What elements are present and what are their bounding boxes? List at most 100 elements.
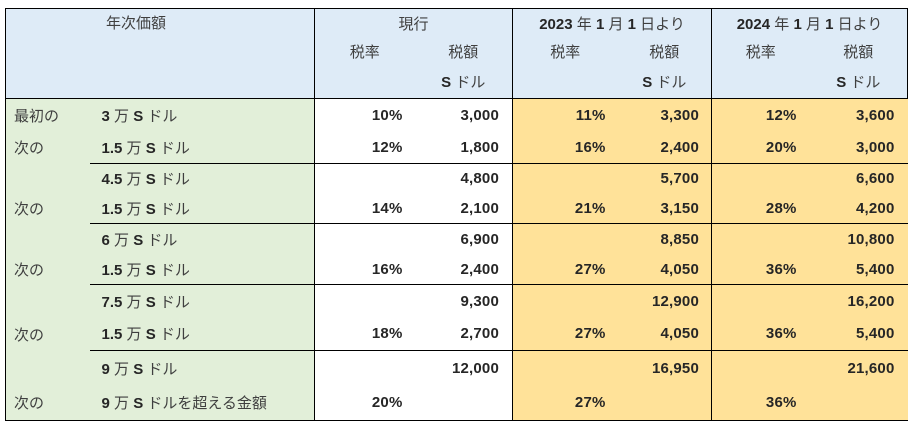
table-row: 9 万 S ドル 12,000 16,950 21,600 xyxy=(5,350,908,386)
rate-2024 xyxy=(711,350,810,386)
rate-2024: 36% xyxy=(711,317,810,351)
table-row: 次の 1.5 万 S ドル 14% 2,100 21% 3,150 28% 4,200 xyxy=(5,193,908,224)
current-amount: 2,100 xyxy=(414,193,513,224)
band-label: 4.5 万 S ドル xyxy=(89,163,315,194)
spacer-cell xyxy=(512,64,618,99)
current-amount: 3,000 xyxy=(414,98,513,132)
current-rate: 14% xyxy=(314,193,415,224)
amount-2024: 21,600 xyxy=(809,350,908,386)
current-rate xyxy=(314,163,415,194)
rate-2023: 27% xyxy=(512,317,618,351)
header-group-2023: 2023 年 1 月 1 日より xyxy=(512,8,712,39)
band-label: 7.5 万 S ドル xyxy=(89,284,315,318)
amount-2024: 3,600 xyxy=(809,98,908,132)
current-rate-label: 税率 xyxy=(314,38,415,65)
current-rate xyxy=(314,284,415,318)
band-prefix: 次の xyxy=(5,254,90,285)
amount-2024: 5,400 xyxy=(809,254,908,285)
rate-2023: 27% xyxy=(512,254,618,285)
header-row-groups: 年次価額 現行 2023 年 1 月 1 日より 2024 年 1 月 1 日よ… xyxy=(4,8,909,99)
band-prefix xyxy=(5,163,90,194)
current-amount-label: 税額 xyxy=(414,38,513,65)
rate-2023 xyxy=(512,284,618,318)
band-label: 3 万 S ドル xyxy=(89,98,315,132)
amount-2023: 4,050 xyxy=(617,254,712,285)
band-prefix: 最初の xyxy=(5,98,90,132)
rate-2023-label: 税率 xyxy=(512,38,618,65)
unit-2024-label: S ドル xyxy=(809,64,909,99)
current-rate xyxy=(314,223,415,255)
band-label: 1.5 万 S ドル xyxy=(89,193,315,224)
amount-2023: 8,850 xyxy=(617,223,712,255)
current-rate: 10% xyxy=(314,98,415,132)
band-prefix: 次の xyxy=(5,193,90,224)
current-amount: 6,900 xyxy=(414,223,513,255)
band-label: 6 万 S ドル xyxy=(89,223,315,255)
unit-2023-label: S ドル xyxy=(617,64,712,99)
amount-2023: 3,150 xyxy=(617,193,712,224)
current-amount: 4,800 xyxy=(414,163,513,194)
table-row: 次の 1.5 万 S ドル 18% 2,700 27% 4,050 36% 5,400 xyxy=(5,317,908,351)
rate-2024 xyxy=(711,163,810,194)
table-row: 4.5 万 S ドル 4,800 5,700 6,600 xyxy=(5,163,908,194)
amount-2023: 16,950 xyxy=(617,350,712,386)
rate-2023 xyxy=(512,350,618,386)
table-row: 6 万 S ドル 6,900 8,850 10,800 xyxy=(5,223,908,255)
current-rate: 18% xyxy=(314,317,415,351)
current-rate: 12% xyxy=(314,131,415,164)
current-amount: 2,700 xyxy=(414,317,513,351)
amount-2024: 5,400 xyxy=(809,317,908,351)
band-prefix: 次の xyxy=(5,131,90,164)
band-label: 9 万 S ドルを超える金額 xyxy=(89,385,315,421)
amount-2023: 4,050 xyxy=(617,317,712,351)
current-amount xyxy=(414,385,513,421)
table-row: 次の 1.5 万 S ドル 16% 2,400 27% 4,050 36% 5,400 xyxy=(5,254,908,285)
rate-2024: 36% xyxy=(711,254,810,285)
rate-2023: 16% xyxy=(512,131,618,164)
rate-2024: 36% xyxy=(711,385,810,421)
band-prefix xyxy=(5,284,90,318)
amount-2024-label: 税額 xyxy=(809,38,909,65)
current-amount: 1,800 xyxy=(414,131,513,164)
spacer-cell xyxy=(314,64,415,99)
rate-2023: 21% xyxy=(512,193,618,224)
current-amount: 9,300 xyxy=(414,284,513,318)
table-row: 7.5 万 S ドル 9,300 12,900 16,200 xyxy=(5,284,908,318)
spacer-cell xyxy=(711,64,810,99)
amount-2024: 4,200 xyxy=(809,193,908,224)
band-prefix: 次の xyxy=(5,317,90,351)
amount-2023 xyxy=(617,385,712,421)
amount-2024 xyxy=(809,385,908,421)
amount-2023-label: 税額 xyxy=(617,38,712,65)
header-group-current: 現行 xyxy=(314,8,513,39)
amount-2023: 12,900 xyxy=(617,284,712,318)
band-label: 1.5 万 S ドル xyxy=(89,131,315,164)
rate-2023 xyxy=(512,223,618,255)
band-label: 1.5 万 S ドル xyxy=(89,254,315,285)
tax-rate-table-wrapper: 年次価額 現行 2023 年 1 月 1 日より 2024 年 1 月 1 日よ… xyxy=(4,8,909,421)
band-label: 1.5 万 S ドル xyxy=(89,317,315,351)
band-prefix: 次の xyxy=(5,385,90,421)
tax-rate-table: 年次価額 現行 2023 年 1 月 1 日より 2024 年 1 月 1 日よ… xyxy=(4,8,909,421)
rate-2024 xyxy=(711,223,810,255)
header-row-units: S ドル S ドル S ドル xyxy=(6,64,909,99)
current-rate: 16% xyxy=(314,254,415,285)
rate-2024: 12% xyxy=(711,98,810,132)
table-row: 次の 1.5 万 S ドル 12% 1,800 16% 2,400 20% 3,000 xyxy=(5,131,908,164)
band-label: 9 万 S ドル xyxy=(89,350,315,386)
amount-2023: 5,700 xyxy=(617,163,712,194)
current-amount: 2,400 xyxy=(414,254,513,285)
amount-2023: 3,300 xyxy=(617,98,712,132)
rate-2023: 27% xyxy=(512,385,618,421)
amount-2024: 6,600 xyxy=(809,163,908,194)
table-body: 最初の 3 万 S ドル 10% 3,000 11% 3,300 12% 3,600 次の 1.5… xyxy=(5,98,908,421)
rate-2023 xyxy=(512,163,618,194)
rate-2024: 28% xyxy=(711,193,810,224)
band-prefix xyxy=(5,350,90,386)
amount-2024: 16,200 xyxy=(809,284,908,318)
header-annual-value: 年次価額 xyxy=(4,8,315,99)
rate-2024: 20% xyxy=(711,131,810,164)
header-group-2024: 2024 年 1 月 1 日より xyxy=(711,8,909,39)
amount-2024: 10,800 xyxy=(809,223,908,255)
